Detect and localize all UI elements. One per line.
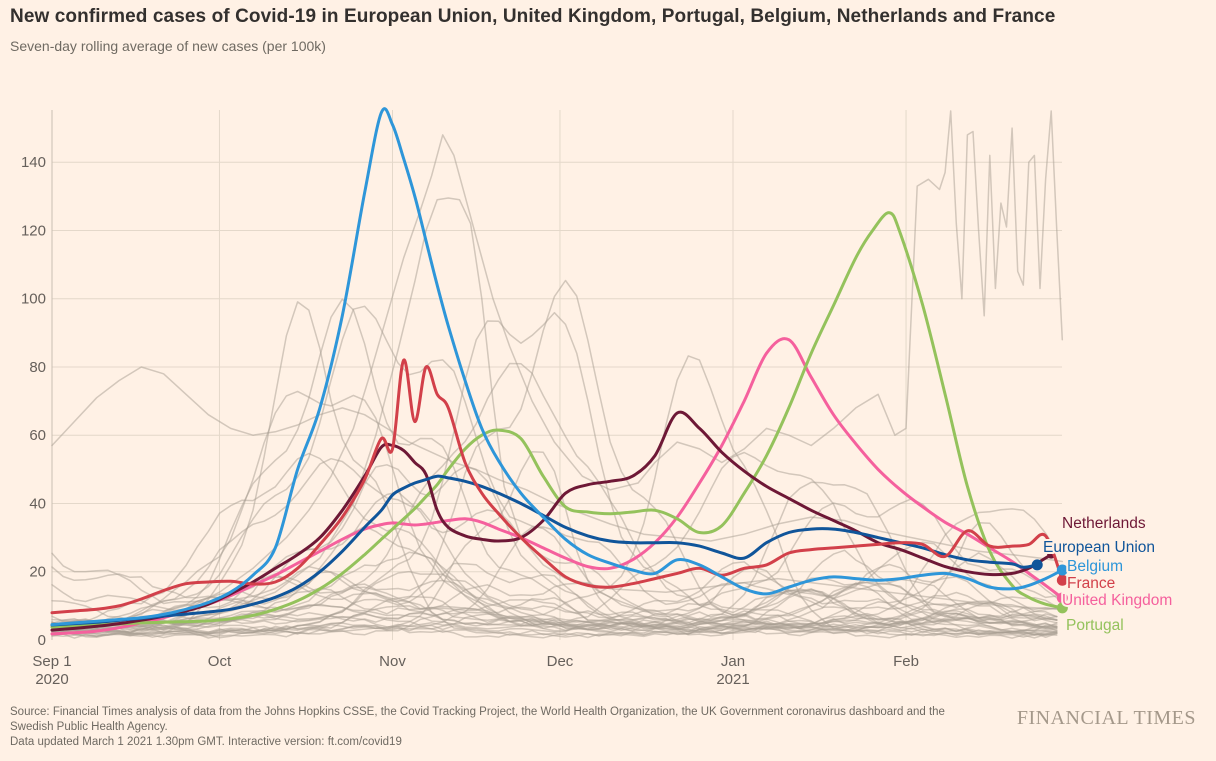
legend-label-european-union: European Union (1043, 539, 1155, 556)
legend-label-portugal: Portugal (1066, 617, 1124, 634)
y-axis-tick-label: 120 (21, 222, 46, 239)
background-country-line (51, 390, 1058, 629)
y-axis-tick-label: 20 (29, 564, 46, 581)
background-country-line (51, 612, 1058, 634)
x-axis-tick-label: Jan (721, 653, 745, 670)
chart-footer: Source: Financial Times analysis of data… (10, 705, 988, 751)
legend-label-france: France (1067, 575, 1115, 592)
background-country-line (51, 451, 1058, 635)
background-country-line (51, 562, 1058, 639)
x-axis-tick-label: Feb (893, 653, 919, 670)
background-country-line (51, 491, 1058, 629)
y-axis-tick-label: 80 (29, 359, 46, 376)
y-axis-tick-label: 0 (38, 632, 46, 649)
x-axis-tick-label: Sep 1 (32, 653, 71, 670)
background-country-line (51, 279, 1058, 637)
background-country-line (51, 355, 1058, 636)
y-axis-tick-label: 60 (29, 427, 46, 444)
background-country-line (51, 451, 1058, 636)
series-line-european-union (50, 474, 1039, 627)
y-axis-tick-label: 100 (21, 291, 46, 308)
grey-flat-top-november (51, 197, 1064, 634)
series-end-dot-portugal (1056, 602, 1068, 614)
background-country-line (51, 298, 1058, 633)
legend-label-netherlands: Netherlands (1062, 515, 1146, 532)
series-end-dot-belgium (1056, 564, 1068, 576)
series-end-dot-france (1056, 574, 1068, 586)
legend-label-united-kingdom: United Kingdom (1062, 592, 1172, 609)
y-axis-tick-label: 140 (21, 154, 46, 171)
x-axis-tick-label: Nov (379, 653, 406, 670)
series-line-portugal (50, 211, 1064, 629)
y-axis-tick-label: 40 (29, 495, 46, 512)
source-note: Source: Financial Times analysis of data… (10, 706, 945, 734)
series-line-france (50, 358, 1064, 615)
legend-label-belgium: Belgium (1067, 558, 1123, 575)
background-country-lines (51, 110, 1064, 639)
financial-times-logo: FINANCIAL TIMES (1016, 707, 1196, 729)
x-axis-year-label: 2020 (35, 671, 68, 688)
background-country-line (51, 552, 1058, 632)
series-end-dot-united-kingdom (1056, 592, 1068, 604)
chart-subtitle: Seven-day rolling average of new cases (… (10, 38, 326, 54)
background-country-line (51, 624, 1058, 639)
updated-note: Data updated March 1 2021 1.30pm GMT. In… (10, 736, 402, 749)
background-country-line (51, 452, 1058, 633)
x-axis-year-label: 2021 (716, 671, 749, 688)
series-line-belgium (50, 107, 1064, 627)
series-end-dot-european-union (1031, 559, 1043, 571)
background-country-line (51, 305, 1058, 632)
x-axis-tick-label: Dec (547, 653, 574, 670)
chart-title: New confirmed cases of Covid-19 in Europ… (10, 6, 1056, 27)
x-axis-tick-label: Oct (208, 653, 232, 670)
